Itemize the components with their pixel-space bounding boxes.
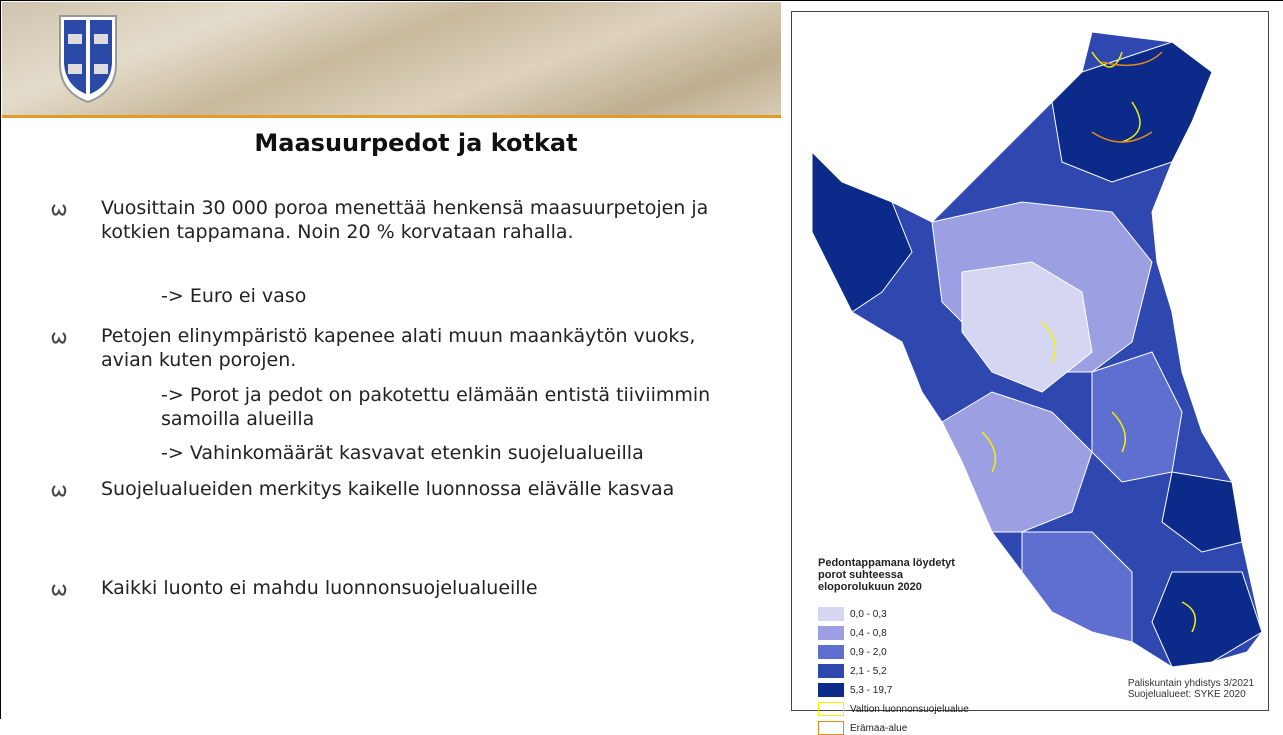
bullet-text: Petojen elinympäristö kapenee alati muun… bbox=[101, 325, 696, 371]
legend-item: 0,9 - 2,0 bbox=[818, 645, 887, 659]
legend-item: Valtion luonnonsuojelualue bbox=[818, 702, 969, 716]
legend-label: 0,9 - 2,0 bbox=[850, 646, 887, 658]
legend-swatch bbox=[818, 702, 844, 716]
legend-swatch bbox=[818, 664, 844, 678]
legend-item: 0,4 - 0,8 bbox=[818, 626, 887, 640]
coat-of-arms bbox=[59, 15, 117, 104]
legend-label: Valtion luonnonsuojelualue bbox=[850, 703, 969, 715]
legend-item: 2,1 - 5,2 bbox=[818, 664, 887, 678]
slide-title: Maasuurpedot ja kotkat bbox=[254, 129, 578, 157]
legend-swatch bbox=[818, 645, 844, 659]
legend-label: 5,3 - 19,7 bbox=[850, 684, 893, 696]
sub-bullet-text: -> Porot ja pedot on pakotettu elämään e… bbox=[161, 384, 711, 430]
map bbox=[811, 31, 1263, 668]
legend-label: 2,1 - 5,2 bbox=[850, 665, 887, 677]
legend-label: Erämaa-alue bbox=[850, 722, 908, 734]
legend-item: 5,3 - 19,7 bbox=[818, 683, 892, 697]
sub-bullet-text: -> Vahinkomäärät kasvavat etenkin suojel… bbox=[161, 442, 644, 464]
bullet-text: Kaikki luonto ei mahdu luonnonsuojelualu… bbox=[101, 577, 538, 599]
bullet-text: Vuosittain 30 000 poroa menettää henkens… bbox=[101, 197, 709, 243]
bullet-icon bbox=[51, 584, 67, 596]
legend-label: 0,4 - 0,8 bbox=[850, 627, 887, 639]
bullet-icon bbox=[51, 204, 67, 216]
header-banner bbox=[2, 2, 781, 116]
legend-title: Pedontappamana löydetyt porot suhteessa … bbox=[818, 557, 955, 593]
legend-swatch bbox=[818, 607, 844, 621]
legend-item: Erämaa-alue bbox=[818, 721, 907, 735]
bullet-icon bbox=[51, 332, 67, 344]
legend-swatch bbox=[818, 683, 844, 697]
map-panel: Pedontappamana löydetyt porot suhteessa … bbox=[791, 11, 1269, 735]
credit-line: Suojelualueet: SYKE 2020 bbox=[1127, 689, 1246, 700]
sub-bullet-text: -> Euro ei vaso bbox=[161, 285, 307, 307]
legend-item: 0,0 - 0,3 bbox=[818, 607, 887, 621]
credits: Paliskuntain yhdistys 3/2021 Suojelualuee… bbox=[1128, 678, 1254, 700]
bullet-text: Suojelualueiden merkitys kaikelle luonno… bbox=[101, 478, 675, 500]
bullet-icon bbox=[51, 485, 67, 497]
credit-line: Paliskuntain yhdistys 3/2021 bbox=[1127, 678, 1254, 689]
legend-swatch bbox=[818, 626, 844, 640]
legend-swatch bbox=[818, 721, 844, 735]
legend-label: 0,0 - 0,3 bbox=[850, 608, 887, 620]
header-line bbox=[2, 115, 781, 118]
